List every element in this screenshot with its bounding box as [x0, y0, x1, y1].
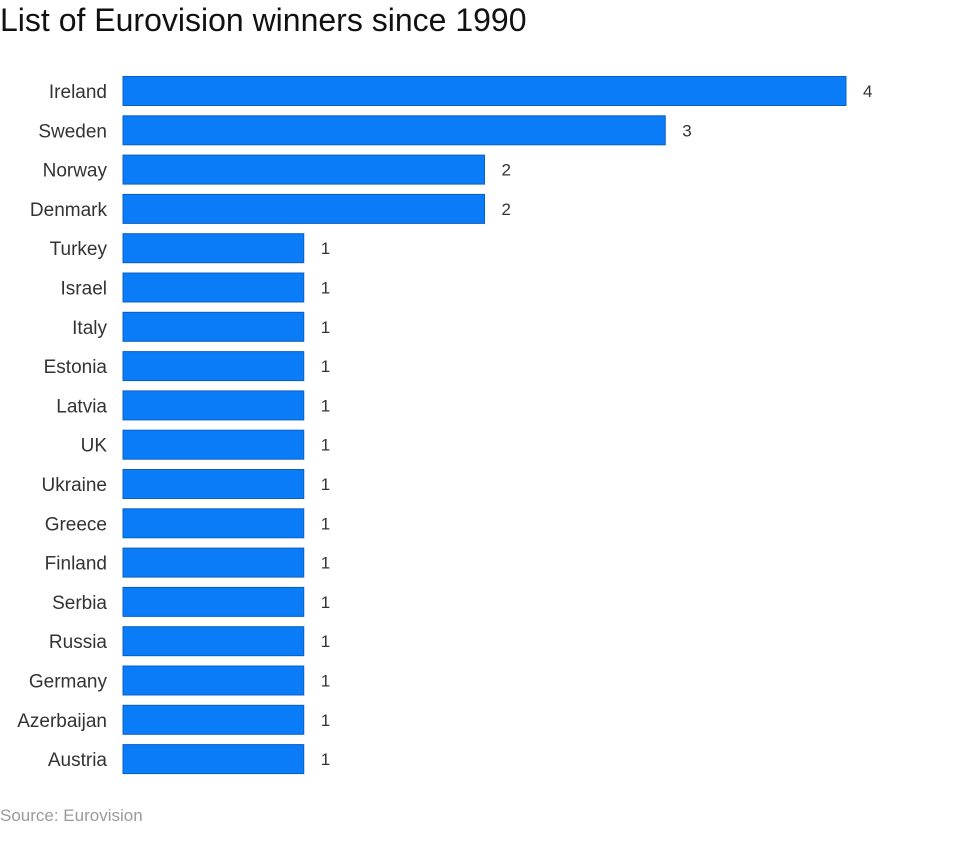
category-label-ireland: Ireland	[49, 82, 107, 103]
value-label-russia: 1	[321, 632, 330, 651]
bar-turkey	[122, 233, 305, 264]
bar-greece	[122, 508, 305, 539]
value-label-norway: 2	[502, 161, 511, 180]
bar-russia	[122, 626, 305, 657]
category-label-austria: Austria	[48, 750, 108, 771]
category-label-sweden: Sweden	[38, 121, 107, 142]
value-label-latvia: 1	[321, 396, 330, 415]
value-label-uk: 1	[321, 436, 330, 455]
bar-ireland	[122, 76, 847, 106]
category-label-israel: Israel	[61, 279, 107, 300]
bar-germany	[122, 665, 305, 696]
value-label-italy: 1	[321, 318, 330, 337]
value-label-sweden: 3	[682, 121, 691, 140]
category-label-russia: Russia	[49, 632, 108, 653]
category-label-germany: Germany	[29, 672, 108, 693]
value-label-turkey: 1	[321, 239, 330, 258]
bar-ukraine	[122, 469, 305, 499]
value-label-germany: 1	[321, 672, 330, 691]
value-label-azerbaijan: 1	[321, 711, 330, 730]
category-label-finland: Finland	[45, 554, 107, 575]
bar-denmark	[122, 193, 485, 224]
chart-title: List of Eurovision winners since 1990	[0, 2, 527, 38]
bar-austria	[122, 744, 305, 775]
bar-serbia	[122, 586, 305, 617]
bar-uk	[122, 429, 305, 460]
value-label-ukraine: 1	[321, 475, 330, 494]
category-label-uk: UK	[81, 436, 108, 457]
category-label-ukraine: Ukraine	[42, 475, 107, 496]
value-label-ireland: 4	[863, 82, 872, 101]
value-label-austria: 1	[321, 750, 330, 769]
bar-latvia	[122, 390, 305, 421]
bar-azerbaijan	[122, 704, 305, 735]
bar-italy	[122, 311, 305, 342]
category-label-greece: Greece	[45, 514, 107, 535]
category-label-turkey: Turkey	[50, 239, 108, 260]
value-label-denmark: 2	[502, 200, 511, 219]
value-label-finland: 1	[321, 554, 330, 573]
category-label-serbia: Serbia	[52, 593, 107, 614]
value-label-estonia: 1	[321, 357, 330, 376]
source-note: Source: Eurovision	[0, 806, 143, 825]
category-label-azerbaijan: Azerbaijan	[17, 711, 107, 732]
category-label-denmark: Denmark	[30, 200, 108, 221]
bar-sweden	[122, 115, 666, 146]
category-label-italy: Italy	[72, 318, 107, 339]
value-label-israel: 1	[321, 279, 330, 298]
bar-estonia	[122, 351, 305, 382]
bar-norway	[122, 154, 485, 185]
value-label-greece: 1	[321, 514, 330, 533]
value-label-serbia: 1	[321, 593, 330, 612]
category-label-estonia: Estonia	[44, 357, 108, 378]
bar-israel	[122, 272, 305, 303]
category-label-norway: Norway	[43, 161, 108, 182]
category-label-latvia: Latvia	[56, 396, 107, 417]
bar-chart: Ireland 4 Sweden 3 Norway 2 Denmark 2 Turkey 1 Isr…	[17, 76, 872, 775]
bar-finland	[122, 547, 305, 578]
